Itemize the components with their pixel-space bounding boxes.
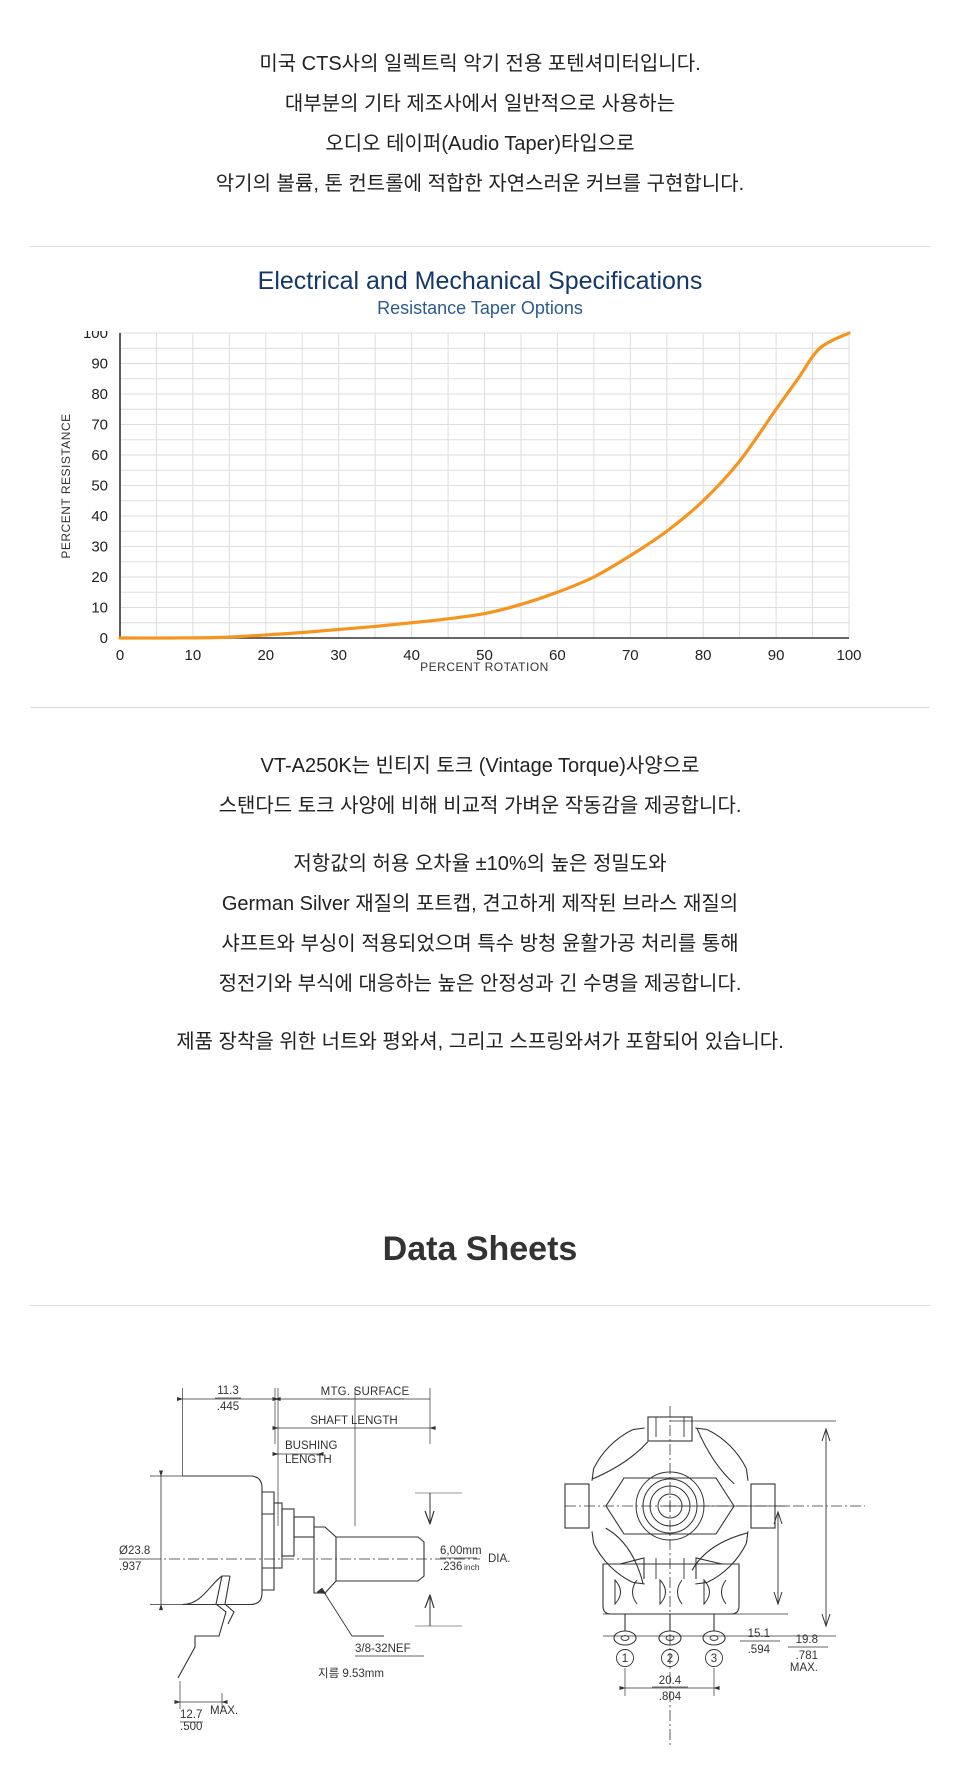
svg-text:20: 20: [91, 569, 108, 586]
svg-text:6,00mm: 6,00mm: [440, 1545, 482, 1557]
svg-text:PERCENT ROTATION: PERCENT ROTATION: [420, 660, 549, 674]
svg-text:3: 3: [711, 1653, 717, 1665]
svg-text:.781: .781: [796, 1650, 818, 1662]
svg-text:.594: .594: [748, 1644, 771, 1656]
svg-text:50: 50: [91, 478, 108, 495]
svg-text:90: 90: [91, 356, 108, 373]
svg-text:20: 20: [257, 647, 274, 664]
svg-text:30: 30: [330, 647, 347, 664]
svg-text:0: 0: [100, 630, 108, 647]
svg-text:3/8-32NEF: 3/8-32NEF: [355, 1643, 411, 1655]
svg-text:70: 70: [622, 647, 639, 664]
svg-text:40: 40: [91, 508, 108, 525]
svg-text:90: 90: [768, 647, 785, 664]
svg-text:30: 30: [91, 539, 108, 556]
svg-text:1: 1: [622, 1653, 628, 1665]
svg-text:inch: inch: [464, 1562, 480, 1572]
svg-text:60: 60: [549, 647, 566, 664]
svg-text:40: 40: [403, 647, 420, 664]
svg-text:15.1: 15.1: [748, 1628, 770, 1640]
svg-text:10: 10: [91, 600, 108, 617]
svg-text:100: 100: [83, 331, 108, 342]
svg-text:10: 10: [185, 647, 202, 664]
svg-text:2: 2: [667, 1653, 673, 1665]
svg-text:80: 80: [695, 647, 712, 664]
svg-text:MAX.: MAX.: [790, 1662, 818, 1674]
svg-text:100: 100: [836, 647, 861, 664]
svg-text:60: 60: [91, 447, 108, 464]
svg-text:.236: .236: [440, 1561, 462, 1573]
svg-text:0: 0: [116, 647, 124, 664]
svg-text:DIA.: DIA.: [488, 1553, 510, 1565]
svg-text:20.4: 20.4: [659, 1675, 682, 1687]
svg-text:PERCENT RESISTANCE: PERCENT RESISTANCE: [59, 413, 73, 558]
svg-text:70: 70: [91, 417, 108, 434]
svg-text:.804: .804: [659, 1691, 682, 1703]
svg-text:80: 80: [91, 386, 108, 403]
svg-text:19.8: 19.8: [796, 1634, 818, 1646]
